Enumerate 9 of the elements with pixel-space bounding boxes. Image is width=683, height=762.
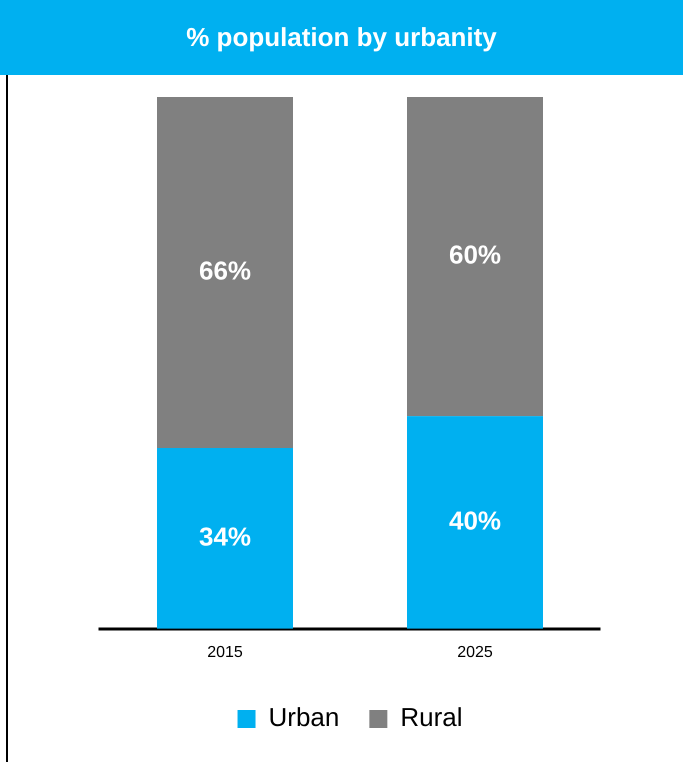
x-tick-label: 2015 bbox=[207, 644, 243, 661]
x-tick-label: 2025 bbox=[457, 644, 493, 661]
legend-label: Urban bbox=[268, 702, 340, 732]
data-label: 60% bbox=[448, 240, 502, 270]
data-label: 66% bbox=[198, 256, 252, 286]
chart-title: % population by urbanity bbox=[0, 0, 683, 75]
data-label: 34% bbox=[198, 522, 252, 552]
data-label: 40% bbox=[448, 506, 502, 536]
legend-label: Rural bbox=[400, 702, 462, 732]
